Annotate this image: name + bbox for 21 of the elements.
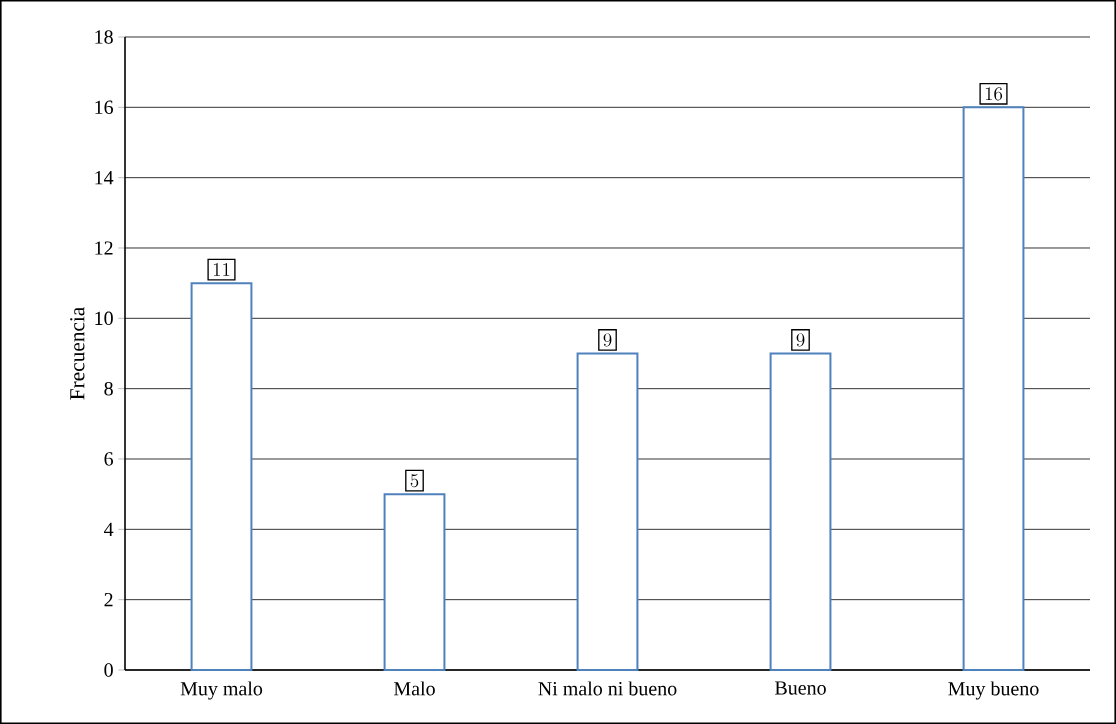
y-tick-label: 8 — [104, 381, 113, 396]
x-tick-label: Muy malo — [180, 681, 263, 700]
data-label: 5 — [410, 474, 419, 488]
y-tick-label: 10 — [95, 311, 113, 326]
y-tick-label: 4 — [104, 522, 114, 536]
data-label: 9 — [796, 333, 805, 347]
data-label: 9 — [603, 333, 612, 347]
data-label: 16 — [985, 87, 1003, 101]
y-tick-label: 12 — [95, 241, 113, 255]
x-tick-label: Bueno — [774, 681, 826, 695]
y-tick-label: 18 — [95, 30, 113, 44]
x-tick-label: Muy bueno — [948, 681, 1039, 700]
y-tick-label: 14 — [95, 171, 114, 185]
data-label: 11 — [213, 263, 230, 276]
y-tick-label: 16 — [95, 100, 114, 115]
x-tick-label: Malo — [393, 681, 435, 696]
y-tick-label: 0 — [104, 663, 113, 677]
x-tick-label: Ni malo ni bueno — [538, 681, 677, 696]
y-tick-label: 6 — [104, 452, 114, 466]
y-axis-title: Frecuencia — [70, 306, 85, 400]
y-tick-label: 2 — [104, 593, 113, 607]
